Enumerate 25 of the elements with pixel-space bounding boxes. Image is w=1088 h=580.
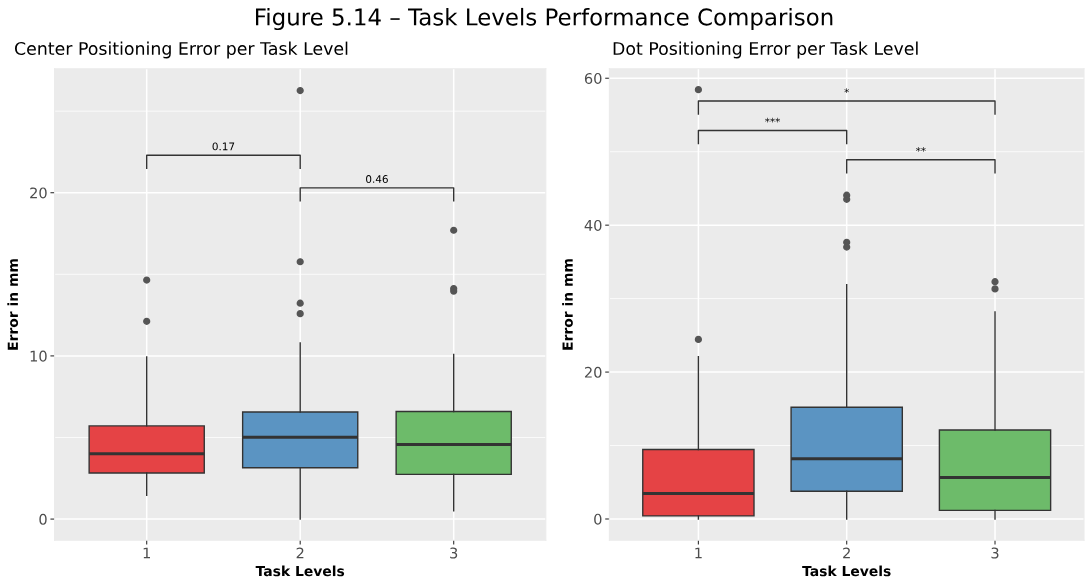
y-tick-label: 20 <box>584 366 602 378</box>
chart-title: Center Positioning Error per Task Level <box>14 41 348 59</box>
x-tick-label: 3 <box>991 547 999 559</box>
y-tick-label: 20 <box>30 187 47 199</box>
annotation: 0.17 <box>212 142 235 151</box>
chart-title: Dot Positioning Error per Task Level <box>613 41 918 59</box>
x-tick-label: 2 <box>843 547 850 559</box>
x-tick-label: 1 <box>695 547 702 559</box>
y-tick-label: 10 <box>30 350 47 362</box>
y-tick-label: 60 <box>584 72 602 84</box>
y-axis-title: Error in mm <box>7 259 19 350</box>
x-axis-title: Task Levels <box>802 565 891 577</box>
y-tick-label: 0 <box>594 513 602 525</box>
x-tick-label: 1 <box>143 547 150 559</box>
x-tick-label: 2 <box>296 547 304 559</box>
y-axis-title: Error in mm <box>562 259 573 350</box>
x-tick-label: 3 <box>450 547 458 559</box>
y-tick-label: 40 <box>584 219 602 231</box>
annotation: ** <box>915 146 926 152</box>
annotation: * <box>844 88 849 94</box>
annotation: 0.46 <box>366 175 388 183</box>
y-tick-label: 0 <box>39 513 47 525</box>
annotation: *** <box>765 117 781 123</box>
caption: Figure 5.14 – Task Levels Performance Comparison <box>256 7 833 31</box>
x-axis-title: Task Levels <box>255 565 345 577</box>
